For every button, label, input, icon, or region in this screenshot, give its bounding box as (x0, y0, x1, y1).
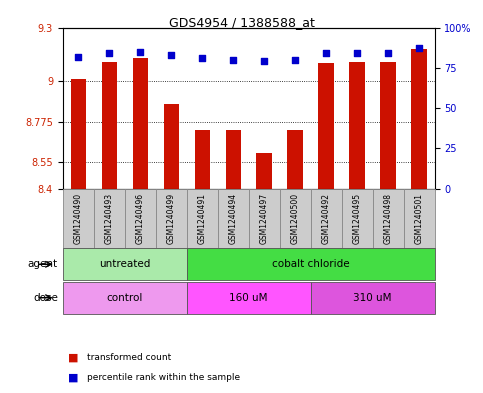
Bar (311, 189, 342, 248)
Point (199, 55, 206, 61)
Text: GSM1240495: GSM1240495 (353, 193, 362, 244)
Bar (373, 189, 404, 248)
Point (291, 57, 299, 63)
Point (229, 57, 237, 63)
Text: GSM1240499: GSM1240499 (167, 193, 176, 244)
Bar (287, 130, 303, 189)
Text: ■: ■ (68, 372, 78, 382)
Text: GSM1240492: GSM1240492 (322, 193, 331, 244)
Bar (156, 189, 187, 248)
Text: dose: dose (33, 293, 58, 303)
Bar (101, 62, 117, 189)
Bar (187, 248, 435, 280)
Text: ■: ■ (68, 353, 78, 363)
Text: GSM1240490: GSM1240490 (74, 193, 83, 244)
Bar (342, 189, 373, 248)
Point (168, 52, 175, 58)
Text: transformed count: transformed count (87, 353, 171, 362)
Point (384, 50, 392, 57)
Bar (63, 248, 187, 280)
Text: GSM1240494: GSM1240494 (229, 193, 238, 244)
Text: cobalt chloride: cobalt chloride (272, 259, 350, 269)
Bar (350, 62, 365, 189)
Bar (381, 62, 396, 189)
Text: 160 uM: 160 uM (229, 293, 268, 303)
Bar (132, 58, 148, 189)
Bar (195, 130, 210, 189)
Bar (71, 79, 86, 189)
Point (136, 48, 144, 55)
Point (354, 50, 361, 57)
Text: GDS4954 / 1388588_at: GDS4954 / 1388588_at (169, 16, 314, 29)
Text: GSM1240491: GSM1240491 (198, 193, 207, 244)
Text: GSM1240493: GSM1240493 (105, 193, 114, 244)
Bar (412, 49, 427, 189)
Bar (318, 63, 334, 189)
Bar (404, 189, 435, 248)
Point (74, 53, 82, 60)
Point (322, 50, 330, 57)
Bar (256, 153, 272, 189)
Bar (63, 189, 94, 248)
Text: control: control (107, 293, 143, 303)
Bar (125, 189, 156, 248)
Text: 310 uM: 310 uM (354, 293, 392, 303)
Point (260, 58, 268, 64)
Bar (218, 189, 249, 248)
Point (415, 45, 423, 51)
Bar (226, 130, 241, 189)
Point (105, 50, 113, 57)
Text: untreated: untreated (99, 259, 151, 269)
Text: GSM1240496: GSM1240496 (136, 193, 145, 244)
Bar (63, 282, 187, 314)
Bar (280, 189, 311, 248)
Text: agent: agent (28, 259, 58, 269)
Text: percentile rank within the sample: percentile rank within the sample (87, 373, 240, 382)
Bar (249, 189, 280, 248)
Bar (164, 105, 179, 189)
Text: GSM1240498: GSM1240498 (384, 193, 393, 244)
Text: GSM1240501: GSM1240501 (415, 193, 424, 244)
Bar (187, 189, 218, 248)
Bar (94, 189, 125, 248)
Bar (187, 282, 311, 314)
Bar (311, 282, 435, 314)
Text: GSM1240497: GSM1240497 (260, 193, 269, 244)
Text: GSM1240500: GSM1240500 (291, 193, 300, 244)
